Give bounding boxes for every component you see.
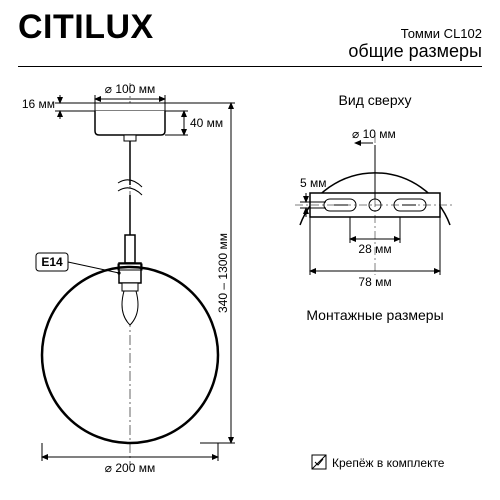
dim-globe-d: ⌀ 200 мм (105, 461, 155, 475)
dim-slot-span: 28 мм (358, 242, 391, 256)
header-divider (18, 66, 482, 67)
page-subtitle: общие размеры (348, 41, 482, 62)
pendant-elevation: ⌀ 100 мм 16 мм 40 мм E14 (22, 82, 235, 475)
diagram-stage: ⌀ 100 мм 16 мм 40 мм E14 (0, 75, 500, 495)
brand-logo: CITILUX (18, 8, 154, 47)
dim-height-range: 340 – 1300 мм (216, 233, 230, 313)
top-view-group: Вид сверху ⌀ 10 мм 5 мм 28 мм (295, 92, 455, 323)
dim-mount-hole: ⌀ 10 мм (352, 127, 396, 141)
socket-label: E14 (41, 255, 63, 269)
mount-title: Монтажные размеры (306, 307, 443, 323)
technical-drawing: ⌀ 100 мм 16 мм 40 мм E14 (0, 75, 500, 495)
dim-canopy-d: ⌀ 100 мм (105, 82, 155, 96)
fastener-note: Крепёж в комплекте (332, 456, 445, 470)
dim-slot-gap: 5 мм (300, 176, 327, 190)
dim-canopy-h: 40 мм (190, 116, 223, 130)
dim-plate-h: 16 мм (22, 97, 55, 111)
model-name: Томми CL102 (348, 26, 482, 41)
dim-plate-w: 78 мм (358, 275, 391, 289)
fastener-note-group: Крепёж в комплекте (312, 455, 445, 470)
top-view-title: Вид сверху (339, 92, 412, 108)
